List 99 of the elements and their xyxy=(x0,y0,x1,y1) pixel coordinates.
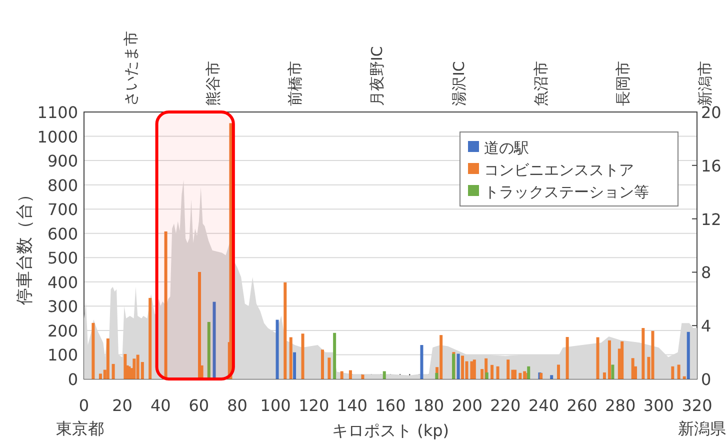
y-tick-label: 500 xyxy=(47,248,78,268)
y-tick-label: 200 xyxy=(47,321,78,340)
bar xyxy=(382,371,386,379)
y-tick-label: 800 xyxy=(47,176,78,195)
x-tick-label: 100 xyxy=(260,396,291,415)
bar xyxy=(289,337,292,379)
annotation: 魚沼市 xyxy=(532,61,550,106)
x-tick-label: 280 xyxy=(605,396,636,415)
x-tick-label: 200 xyxy=(452,396,482,415)
y-tick-label: 1000 xyxy=(37,127,78,146)
x-tick-label: 140 xyxy=(336,396,368,415)
bar xyxy=(496,366,500,379)
x-tick-label: 60 xyxy=(188,396,210,415)
annotation: 月夜野IC xyxy=(368,46,386,106)
y-tick-label: 100 xyxy=(47,346,78,365)
bar xyxy=(506,360,510,379)
bar xyxy=(207,322,210,379)
x-tick-label: 0 xyxy=(78,396,90,415)
bar xyxy=(470,361,474,379)
annotation: 熊谷市 xyxy=(204,61,222,106)
x-tick-label: 40 xyxy=(150,396,171,415)
bar xyxy=(112,364,115,379)
text: 新潟県 xyxy=(678,419,726,438)
bar xyxy=(472,360,476,379)
x-tick-label: 320 xyxy=(682,396,712,415)
annotation: 長岡市 xyxy=(614,61,632,106)
y2-tick-label: 12 xyxy=(701,210,722,229)
x-tick-label: 80 xyxy=(227,396,248,415)
y-axis-title: 停車台数（台） xyxy=(15,186,35,305)
bar xyxy=(106,338,110,379)
legend-label: トラックステーション等 xyxy=(484,183,649,201)
bar xyxy=(596,337,600,379)
bar xyxy=(671,366,674,379)
bar xyxy=(229,123,232,379)
x-axis-title: キロポスト (kp) xyxy=(332,421,449,440)
y2-tick-label: 0 xyxy=(701,370,712,389)
bar xyxy=(132,358,136,379)
bar xyxy=(527,366,530,379)
bar xyxy=(92,322,95,379)
bar xyxy=(333,332,336,379)
y-tick-label: 900 xyxy=(47,152,78,171)
bar xyxy=(328,358,331,379)
bar xyxy=(440,335,443,379)
bar xyxy=(557,364,560,379)
x-tick-label: 240 xyxy=(528,396,560,415)
bar xyxy=(550,375,554,379)
bar xyxy=(276,320,279,379)
bar xyxy=(420,345,424,379)
y2-tick-label: 16 xyxy=(701,156,722,176)
x-tick-label: 160 xyxy=(375,396,406,415)
bar xyxy=(124,354,127,379)
y-tick-label: 600 xyxy=(47,224,78,244)
bar xyxy=(677,364,680,379)
bar xyxy=(602,372,606,379)
bar xyxy=(348,370,352,379)
annotation: 新潟市 xyxy=(696,61,714,106)
bar xyxy=(293,352,296,379)
x-tick-label: 220 xyxy=(490,396,521,415)
bar xyxy=(682,376,686,379)
bar xyxy=(461,356,464,379)
bar xyxy=(301,334,304,379)
annotation: さいたま市 xyxy=(122,31,140,106)
bar xyxy=(686,332,690,379)
bar xyxy=(212,302,216,379)
bar xyxy=(490,364,494,379)
legend-label: コンビニエンスストア xyxy=(484,161,634,179)
y2-tick-label: 8 xyxy=(701,263,712,282)
legend-label: 道の駅 xyxy=(484,139,529,157)
bar xyxy=(651,330,654,379)
bar xyxy=(435,372,438,379)
bar xyxy=(642,328,645,379)
bar xyxy=(456,354,460,379)
y-tick-label: 400 xyxy=(47,272,78,292)
bar xyxy=(340,371,344,379)
x-tick-label: 300 xyxy=(643,396,674,415)
x-tick-label: 120 xyxy=(298,396,330,415)
bar xyxy=(518,372,522,379)
bar xyxy=(611,364,614,379)
bar xyxy=(566,337,569,379)
bar xyxy=(631,358,634,379)
bar xyxy=(284,282,287,379)
annotation: 湯沢IC xyxy=(450,61,468,106)
bar xyxy=(148,298,152,379)
y2-tick-label: 4 xyxy=(701,316,712,336)
text: 東京都 xyxy=(56,419,104,438)
bar xyxy=(164,231,168,379)
x-tick-label: 20 xyxy=(112,396,132,415)
bar xyxy=(608,340,611,379)
y-tick-label: 700 xyxy=(47,200,78,220)
y-tick-label: 300 xyxy=(47,297,78,316)
bar xyxy=(620,341,624,379)
y-tick-label: 1100 xyxy=(37,103,78,122)
bar xyxy=(198,272,202,379)
bar xyxy=(320,350,324,379)
x-tick-label: 260 xyxy=(566,396,598,415)
x-tick-label: 180 xyxy=(414,396,444,415)
annotation: 前橋市 xyxy=(286,61,304,106)
bar xyxy=(514,370,517,379)
y-tick-label: 0 xyxy=(68,370,78,389)
